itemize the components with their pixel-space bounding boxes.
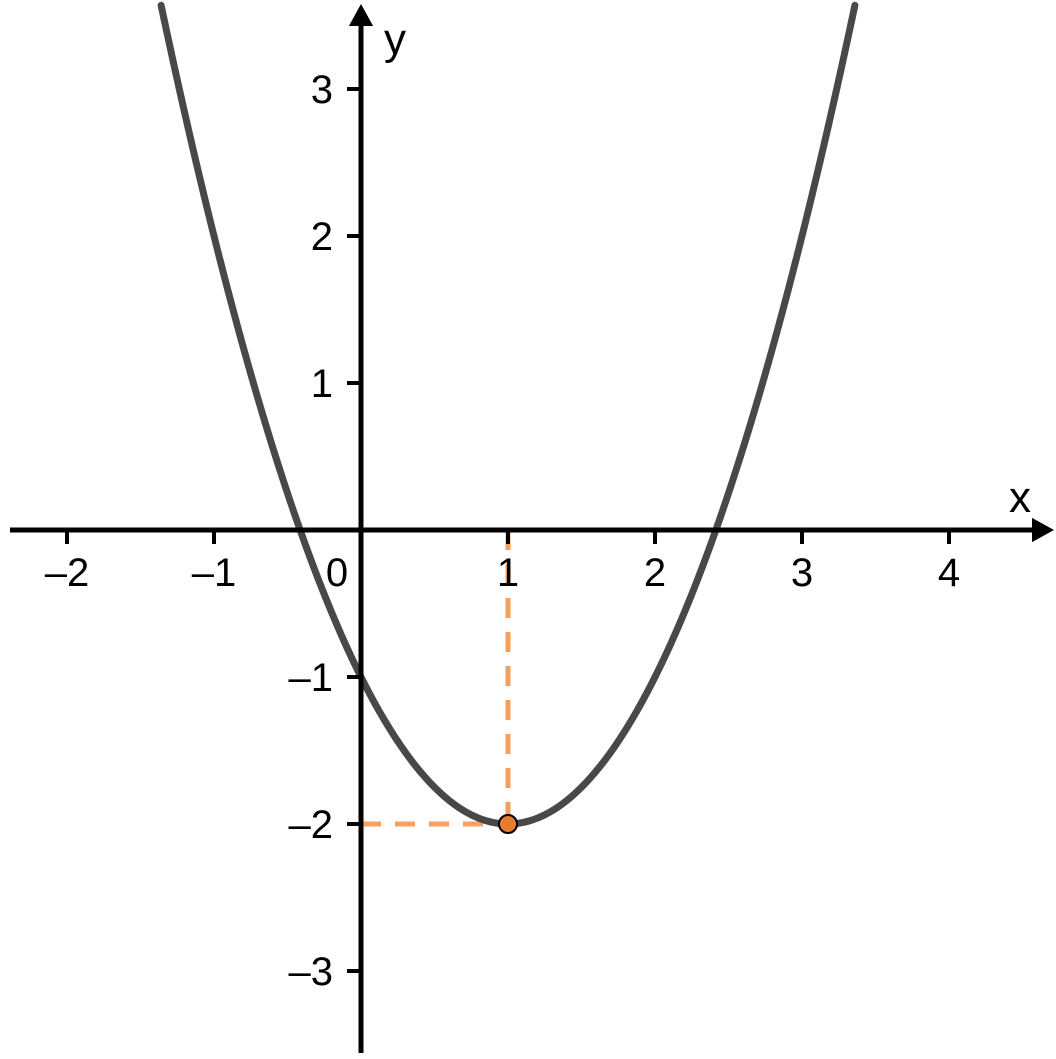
x-tick-label: 1 [497,551,519,595]
y-tick-label: 2 [311,215,333,259]
y-tick-label: 3 [311,68,333,112]
y-tick-label: –3 [289,950,334,994]
x-tick-label: 3 [791,551,813,595]
x-axis-label: x [1009,473,1031,522]
x-tick-label: 0 [326,551,348,595]
y-tick-label: –2 [289,803,334,847]
y-axis-label: y [384,15,406,64]
parabola-chart: –2 –1 0 1 2 3 4 –3 –2 –1 1 2 3 x y [0,0,1056,1059]
y-tick-label: 1 [311,362,333,406]
x-tick-label: –2 [45,551,90,595]
x-tick-label: 2 [644,551,666,595]
vertex-point [499,815,517,833]
y-tick-label: –1 [289,656,334,700]
x-tick-label: –1 [192,551,237,595]
x-tick-label: 4 [938,551,960,595]
